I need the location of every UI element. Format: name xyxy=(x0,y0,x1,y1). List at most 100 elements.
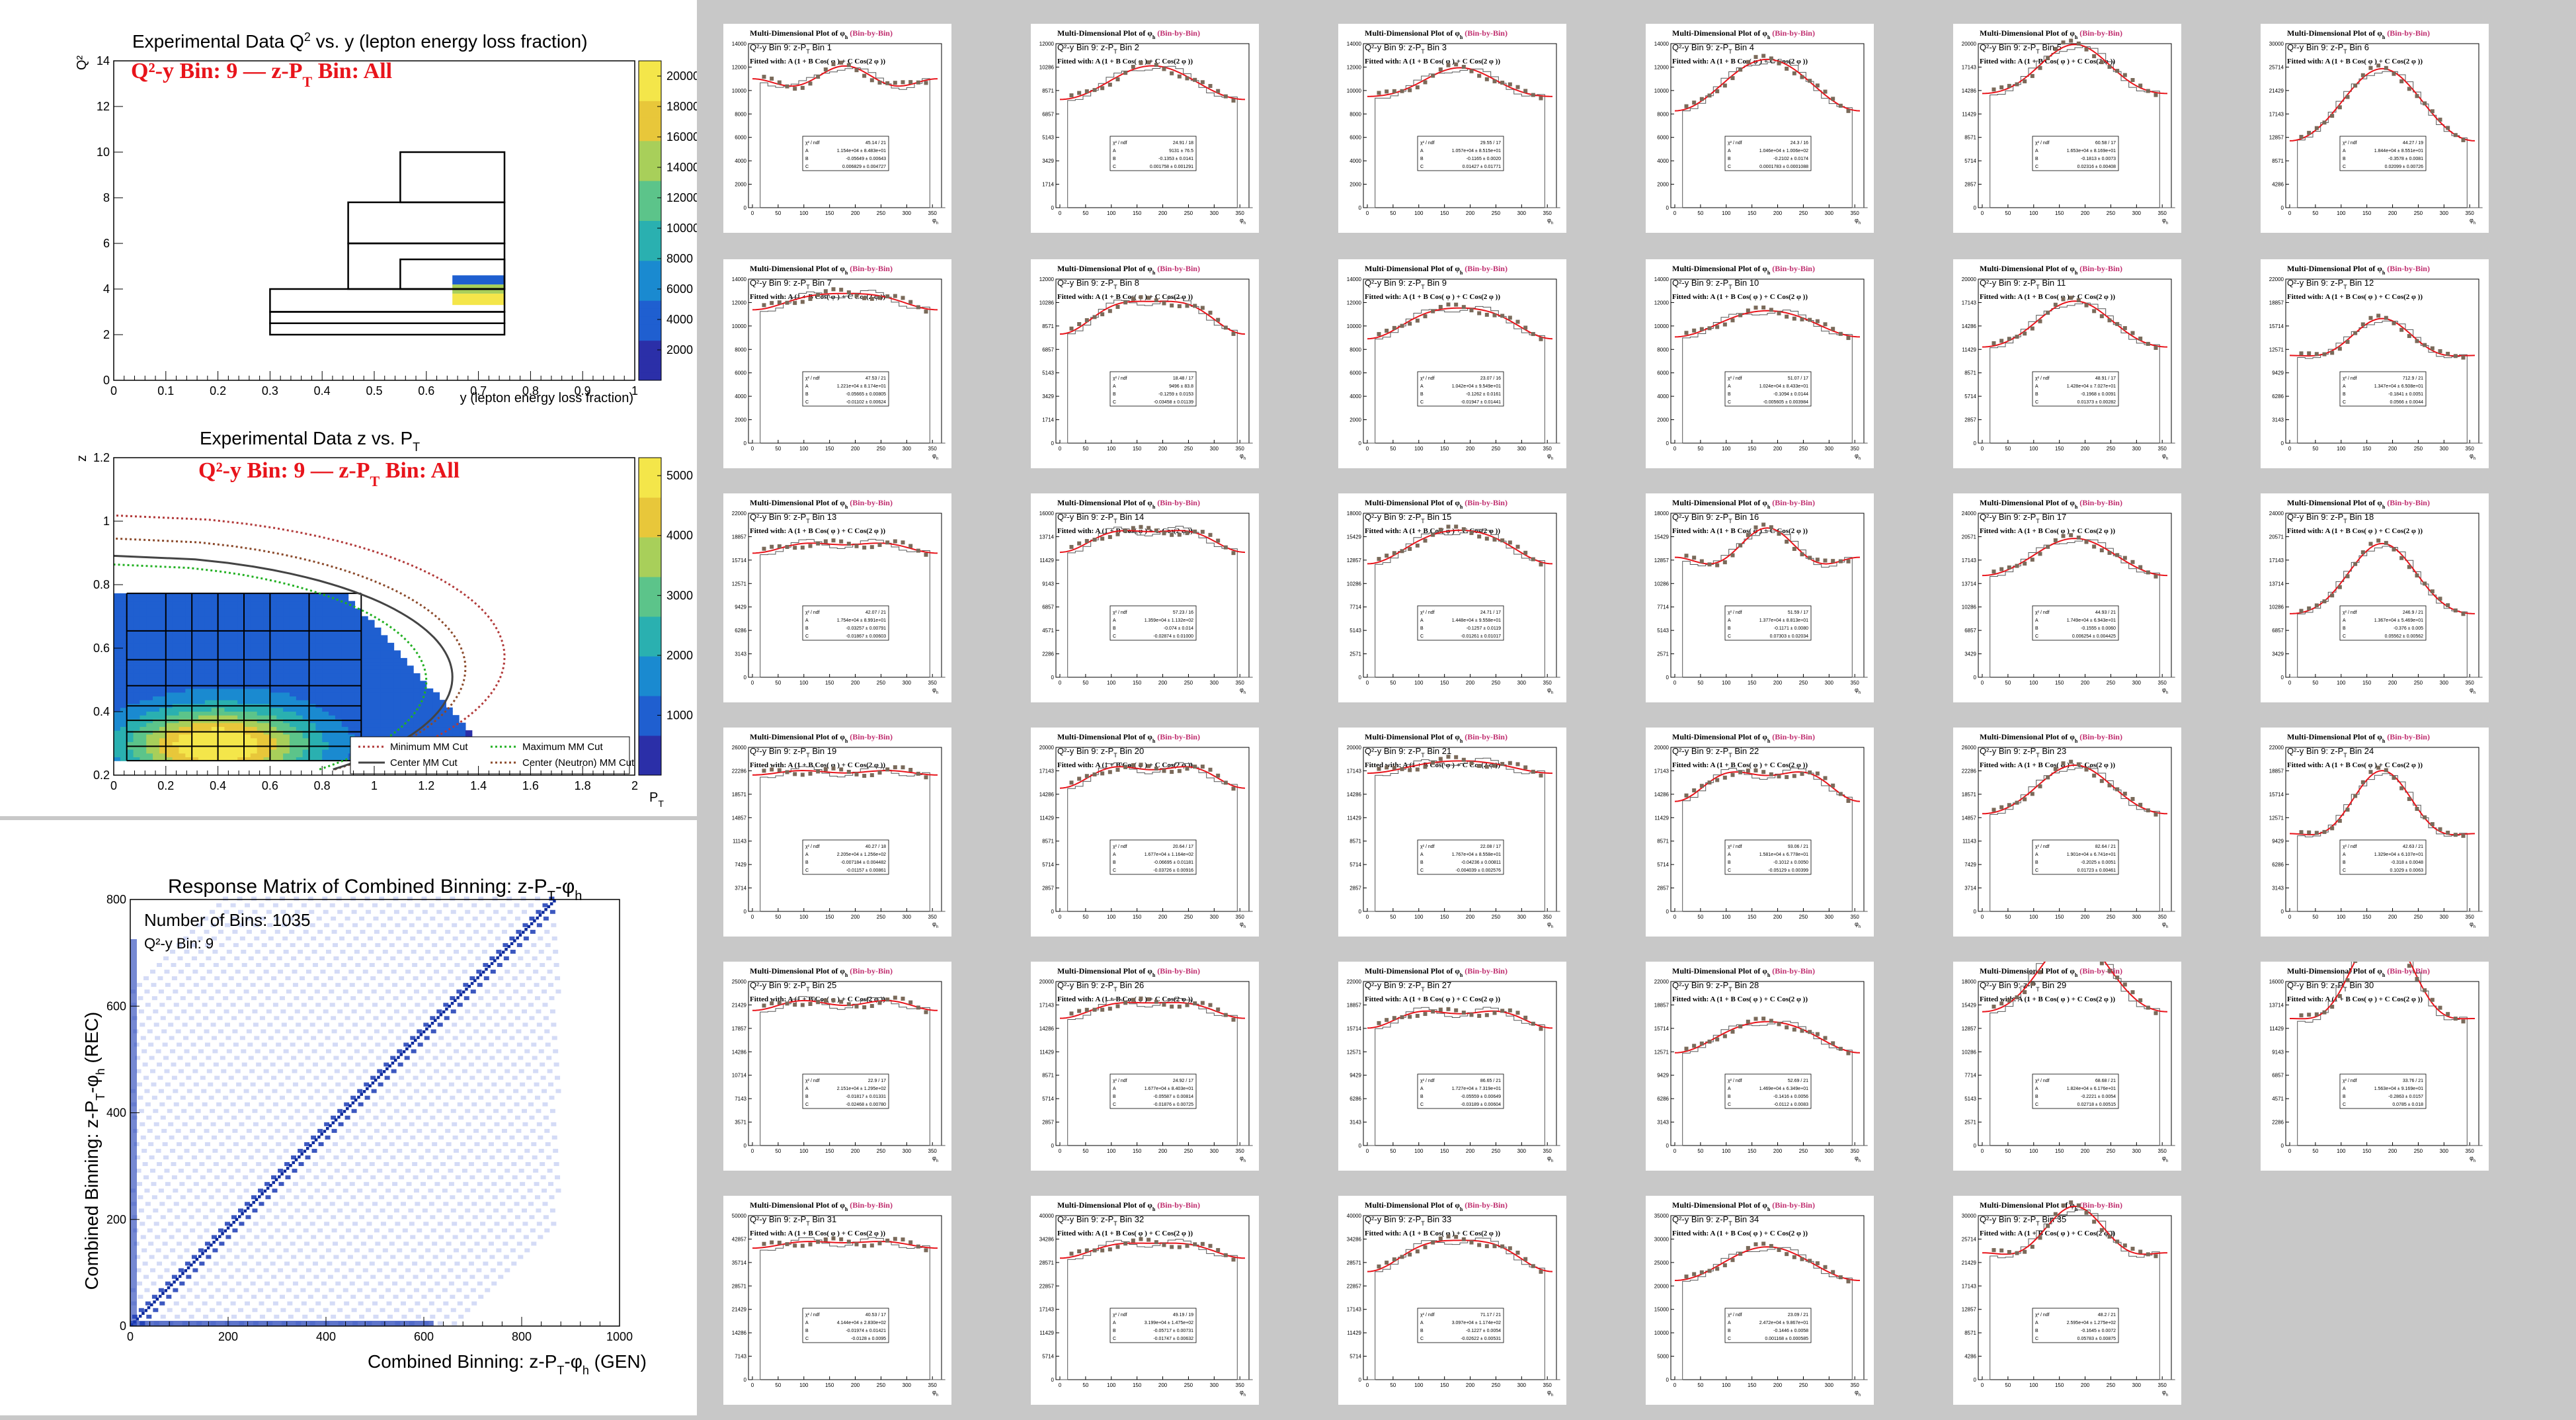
heat-cell xyxy=(322,726,329,731)
header-right: (Bin-by-Bin) xyxy=(2385,28,2430,38)
matrix-cell xyxy=(376,956,382,960)
heat-cell xyxy=(250,673,258,678)
data-point xyxy=(1077,91,1082,95)
heat-cell xyxy=(309,688,316,693)
heat-cell xyxy=(185,737,192,743)
matrix-cell xyxy=(313,1274,319,1279)
matrix-cell xyxy=(296,1135,302,1140)
diagonal-cell xyxy=(538,913,542,917)
heat-cell xyxy=(114,718,121,724)
xtick-label: 250 xyxy=(2107,210,2116,216)
matrix-cell xyxy=(331,929,337,934)
heat-cell xyxy=(322,650,329,655)
heat-cell xyxy=(224,608,231,613)
matrix-cell xyxy=(450,896,456,901)
matrix-cell xyxy=(268,1036,274,1040)
matrix-cell xyxy=(212,949,218,954)
matrix-cell xyxy=(481,1235,487,1239)
heat-cell xyxy=(133,681,140,685)
heat-cell xyxy=(120,616,128,620)
heat-cell xyxy=(237,722,245,728)
heat-cell xyxy=(452,726,460,731)
matrix-cell xyxy=(404,1255,410,1259)
matrix-cell xyxy=(224,1023,230,1027)
matrix-cell xyxy=(434,970,440,974)
colorbar-cell xyxy=(639,348,661,357)
matrix-cell xyxy=(544,929,550,934)
matrix-cell xyxy=(402,1228,408,1233)
heat-cell xyxy=(374,642,382,647)
matrix-cell xyxy=(221,1182,227,1187)
heat-cell xyxy=(133,741,140,746)
heat-cell xyxy=(348,665,356,670)
matrix-cell xyxy=(419,956,424,960)
heat-cell xyxy=(257,753,264,758)
matrix-cell xyxy=(347,1155,353,1159)
data-point xyxy=(1738,67,1743,72)
matrix-cell xyxy=(167,1308,173,1312)
xtick-label: 150 xyxy=(1748,210,1757,216)
heat-cell xyxy=(185,612,192,617)
ytick-label: 8000 xyxy=(735,111,746,117)
matrix-cell xyxy=(250,1082,256,1087)
matrix-cell xyxy=(473,1029,479,1034)
heat-cell xyxy=(335,624,342,628)
matrix-cell xyxy=(390,1255,396,1259)
matrix-cell xyxy=(190,1029,196,1034)
heat-cell xyxy=(361,688,368,693)
heat-cell xyxy=(335,639,342,644)
matrix-cell xyxy=(239,1235,245,1239)
matrix-cell xyxy=(547,1169,553,1173)
matrix-cell xyxy=(499,1089,504,1093)
heat-cell xyxy=(126,726,134,731)
matrix-cell xyxy=(452,1023,458,1027)
matrix-cell xyxy=(329,903,335,907)
matrix-cell xyxy=(516,1241,522,1246)
matrix-cell xyxy=(135,1155,141,1159)
heat-cell xyxy=(120,601,128,605)
matrix-cell xyxy=(211,1036,217,1040)
diagonal-cell xyxy=(269,1184,272,1187)
ytick-label: 10286 xyxy=(1039,64,1055,70)
data-point xyxy=(2107,65,2112,69)
heat-cell xyxy=(204,711,212,716)
heat-cell xyxy=(400,669,407,674)
matrix-cell xyxy=(272,1301,278,1306)
heat-cell xyxy=(153,681,160,685)
heat-cell xyxy=(172,593,180,598)
heat-cell xyxy=(341,685,349,689)
heat-cell xyxy=(257,631,264,636)
matrix-cell xyxy=(278,1268,284,1273)
matrix-cell xyxy=(160,1115,166,1120)
heat-cell xyxy=(211,696,219,700)
ytick-label: 12000 xyxy=(1654,64,1670,70)
x-axis-label: Combined Binning: z-PT-φh (GEN) xyxy=(368,1351,647,1377)
matrix-cell xyxy=(195,1108,201,1113)
heat-cell xyxy=(179,620,186,624)
heat-cell xyxy=(322,646,329,651)
heat-cell xyxy=(179,661,186,666)
heat-cell xyxy=(114,673,121,678)
matrix-cell xyxy=(417,1128,423,1133)
matrix-cell xyxy=(368,1049,374,1054)
x-axis-sub: h xyxy=(2166,222,2168,226)
diagonal-cell xyxy=(238,1215,241,1218)
ytick-label: 25714 xyxy=(2269,64,2284,70)
matrix-cell xyxy=(377,970,383,974)
heat-cell xyxy=(204,597,212,602)
heat-cell xyxy=(179,707,186,712)
heat-cell xyxy=(126,665,134,670)
heat-cell xyxy=(198,631,206,636)
matrix-cell xyxy=(378,1082,383,1087)
heat-cell xyxy=(361,646,368,651)
matrix-cell xyxy=(249,970,255,974)
matrix-cell xyxy=(309,1222,315,1226)
matrix-cell xyxy=(206,1169,212,1173)
xtick-label: 300 xyxy=(2132,210,2142,216)
matrix-cell xyxy=(399,1089,405,1093)
matrix-cell xyxy=(197,1235,203,1239)
matrix-cell xyxy=(485,1189,491,1193)
heat-cell xyxy=(204,685,212,689)
matrix-cell xyxy=(439,1049,445,1054)
heat-cell xyxy=(263,757,270,761)
